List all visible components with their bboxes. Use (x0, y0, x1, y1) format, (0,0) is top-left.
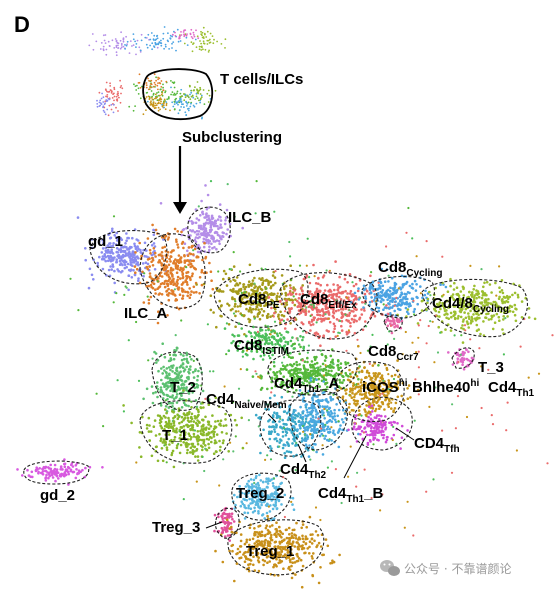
label-treg-3: Treg_3 (152, 519, 200, 536)
cluster-points-t_3 (447, 348, 475, 371)
cluster-points-icos_hi-stray (135, 255, 541, 529)
label-cd4-th1-a: Cd4Th1_A (274, 375, 339, 395)
connector-cd4-th2 (297, 443, 307, 463)
label-cd4-th1: Cd4Th1 (488, 379, 535, 399)
cluster-points-overview-t_1 (179, 81, 217, 103)
step-label: Subclustering (182, 129, 282, 146)
outline-cd4-th1-a (267, 349, 358, 396)
label-cd8-ccr7: Cd8Ccr7 (368, 343, 419, 363)
outline-treg-3 (214, 507, 240, 539)
outline-t-1 (139, 400, 233, 464)
cluster-points-overview-cd48_cycling (179, 26, 227, 53)
cluster-points-overview-t_3 (171, 28, 200, 40)
label-t-1: T_1 (162, 427, 188, 444)
cluster-points-ilc_b (159, 184, 244, 257)
connector-cd4-tfh (395, 427, 415, 441)
outline-cd8-pe (213, 268, 309, 328)
outline-ilc-a (139, 233, 206, 309)
outline-ilc-b (187, 206, 231, 254)
outline-cd8-effex (279, 272, 378, 340)
watermark: 公众号 · 不靠谱颜论 (380, 560, 511, 576)
cluster-points-cd48_cycling (396, 277, 537, 344)
cluster-points-cd4_th2 (277, 378, 360, 458)
outline-cd48-cycling (421, 278, 528, 338)
outline-t-2 (151, 351, 203, 411)
cluster-points-cd8_istim-stray (116, 180, 505, 501)
label-cd8-cycling: Cd8Cycling (378, 259, 442, 279)
outline-cd8-cycling (361, 275, 435, 319)
label-treg-1: Treg_1 (246, 543, 294, 560)
outline-t-3 (451, 347, 475, 369)
overview-outline (142, 68, 214, 120)
cluster-points-cd8_istim (223, 322, 306, 364)
cluster-points-overview-cd8_cycling (124, 26, 197, 52)
overview-label: T cells/ILCs (220, 71, 303, 88)
cluster-points-overview-icos_hi (142, 92, 180, 116)
cluster-points-cd4_tfh (347, 404, 409, 450)
label-icos-hi: iCOShi (362, 378, 408, 396)
label-cd48-cycling: Cd4/8Cycling (432, 295, 509, 315)
label-cd4-tfh: CD4Tfh (414, 435, 460, 455)
label-cd8-istim: Cd8ISTIM (234, 337, 289, 357)
cluster-points-t_1 (122, 389, 245, 469)
cluster-points-gd_2 (16, 458, 104, 486)
connector-cd4-th1-b (343, 435, 367, 479)
cluster-points-cd8_effex-stray (204, 231, 554, 537)
outline-cd8-ccr7 (383, 314, 403, 332)
cluster-points-treg_1 (214, 514, 341, 589)
label-cd4-th2: Cd4Th2 (280, 461, 327, 481)
cluster-points-t_2-stray (125, 183, 507, 533)
wechat-icon (380, 560, 400, 576)
label-ilc-b: ILC_B (228, 209, 272, 226)
connector-cd4-naive-mem (267, 413, 277, 423)
label-cd8-pe: Cd8PE (238, 291, 280, 311)
outline-gd-1 (89, 229, 168, 285)
label-gd-1: gd_1 (88, 233, 123, 250)
outline-treg-2 (231, 472, 292, 521)
connector-treg-3 (205, 521, 223, 529)
outline-gd-2 (23, 460, 90, 485)
panel-letter: D (14, 12, 30, 37)
label-bhlhe40-hi: Bhlhe40hi (412, 378, 479, 396)
label-t-2: T_2 (170, 379, 196, 396)
watermark-text: 公众号 · 不靠谱颜论 (404, 561, 511, 576)
cluster-points-cd8_ccr7 (384, 312, 404, 335)
label-cd4-naive-mem: Cd4Naive/Mem (206, 391, 287, 411)
cluster-points-overview-gd_1 (96, 92, 115, 116)
label-cd8-effex: Cd8Eff/Ex (300, 291, 357, 311)
cluster-points-overview-ilc_b (88, 31, 159, 57)
arrow-head-icon (173, 202, 187, 214)
outline-cd4-th2 (289, 390, 348, 451)
label-cd4-th1-b: Cd4Th1_B (318, 485, 383, 505)
cluster-points-cd4_th1_a (245, 342, 380, 402)
outline-treg-1 (227, 519, 325, 576)
label-treg-2: Treg_2 (236, 485, 284, 502)
outline-cd4-naive-mem (259, 399, 322, 457)
cluster-points-overview-cd8_effex (98, 79, 124, 117)
label-ilc-a: ILC_A (124, 305, 168, 322)
label-t-3: T_3 (478, 359, 504, 376)
outline-icos-hi (335, 361, 405, 423)
cluster-points-treg_2 (231, 473, 296, 522)
label-gd-2: gd_2 (40, 487, 75, 504)
